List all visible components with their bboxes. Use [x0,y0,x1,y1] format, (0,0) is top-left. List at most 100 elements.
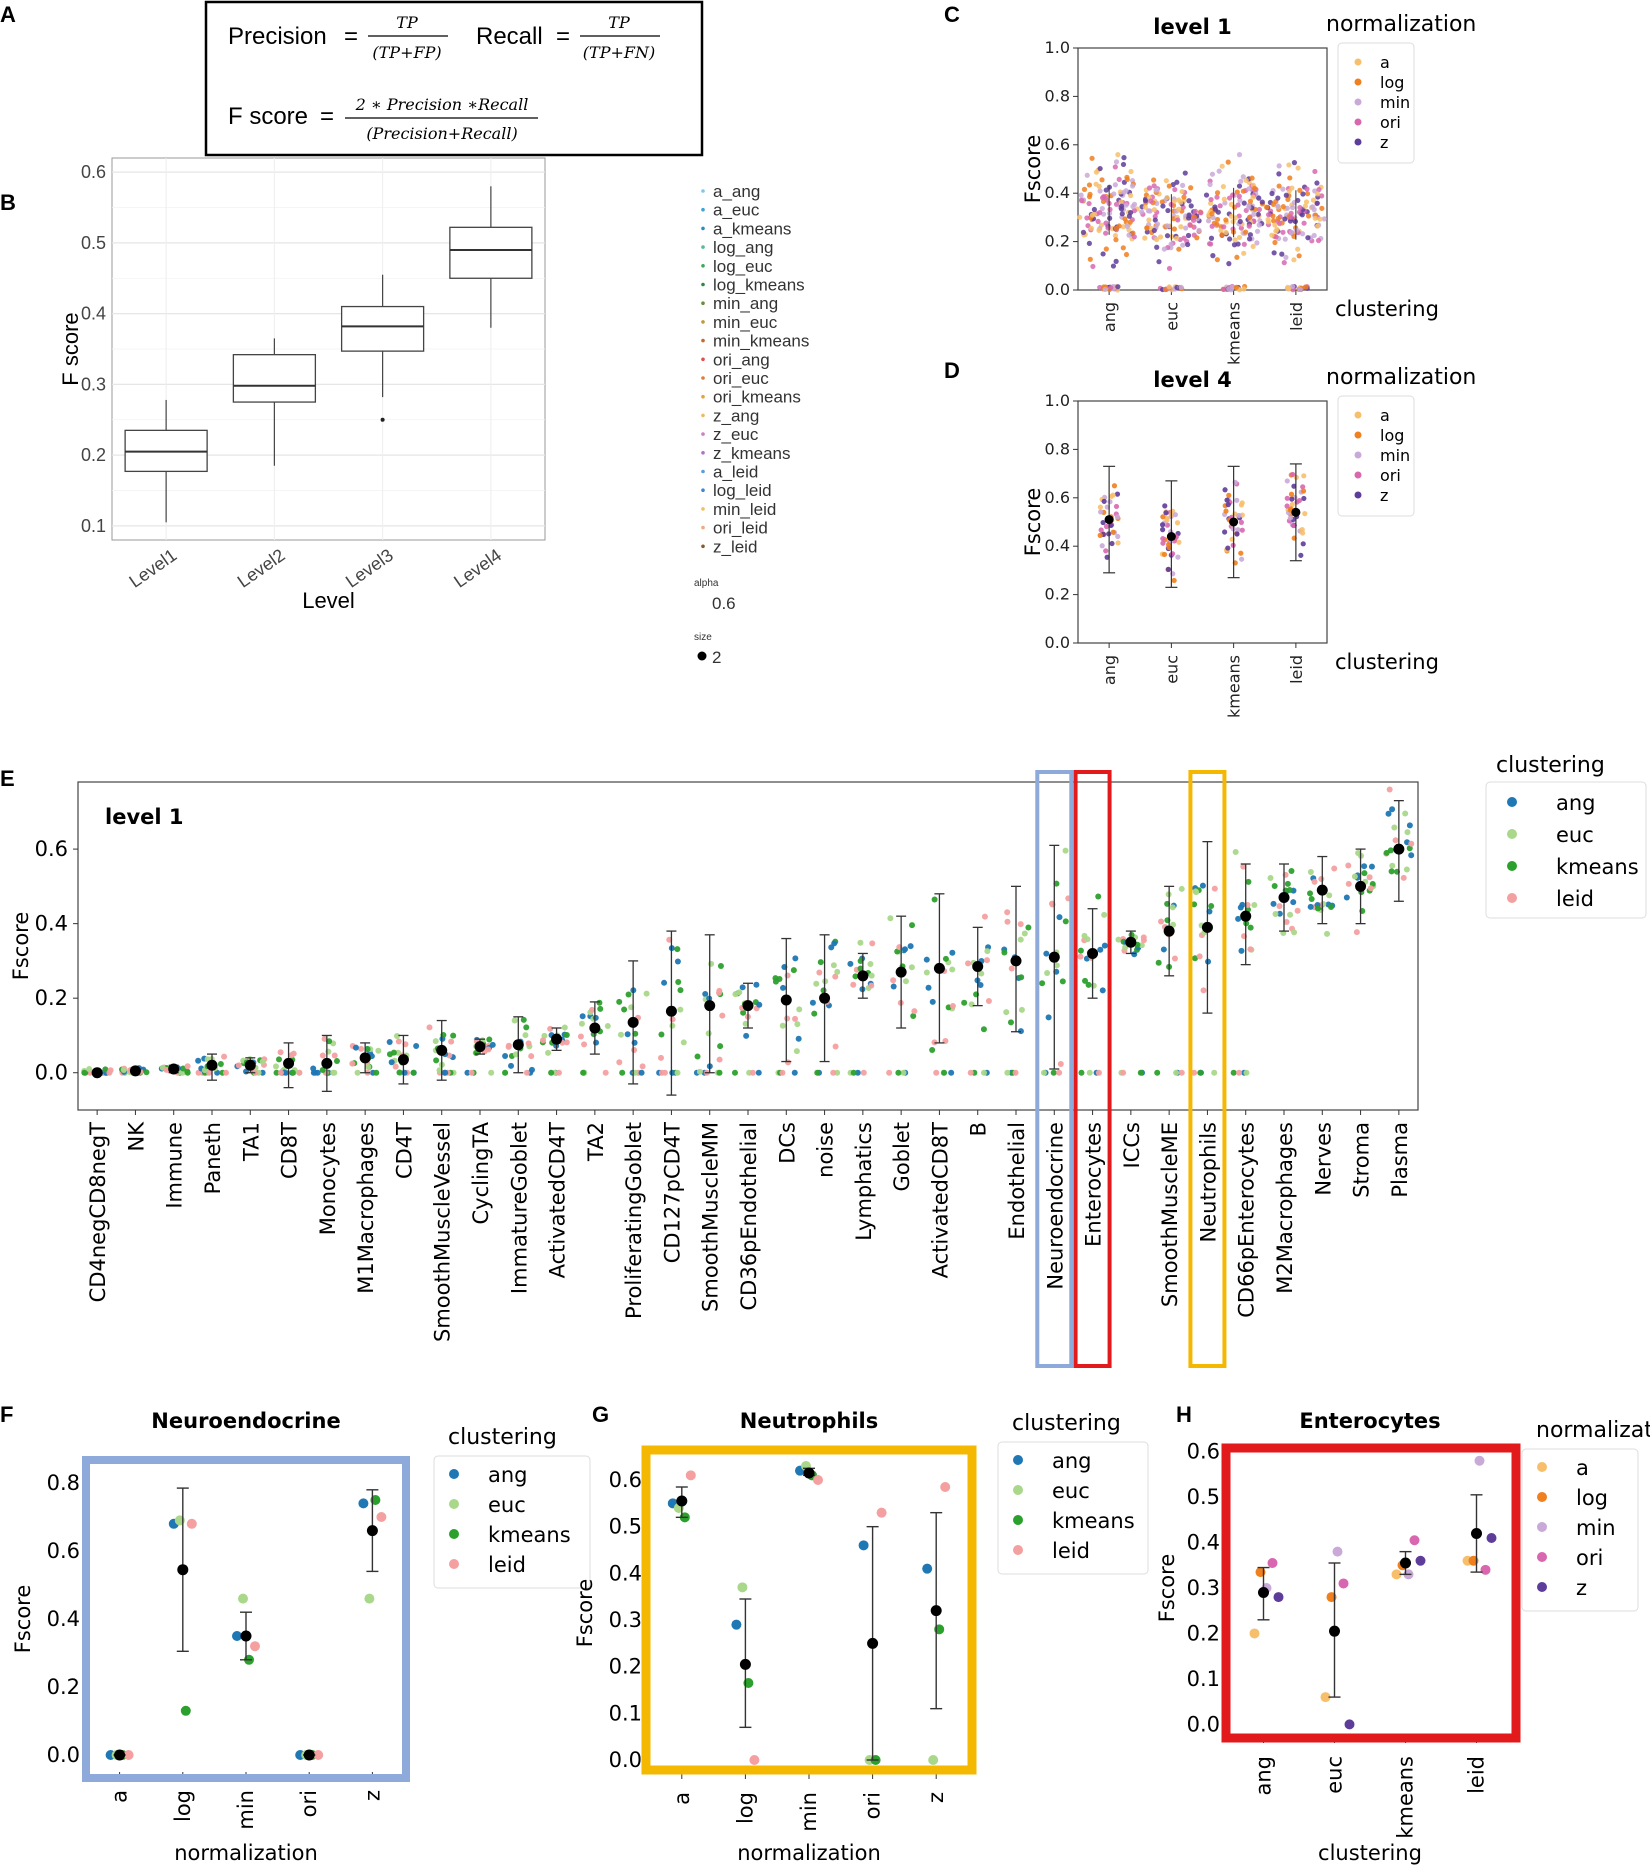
data-point [1305,235,1311,241]
data-point [1103,523,1110,530]
data-point [791,1069,798,1076]
x-tick-label: CD127pCD4T [660,1122,684,1263]
outlier [380,417,385,422]
mean-point [177,1564,189,1576]
data-point [1235,527,1241,533]
data-point [1012,1069,1019,1076]
y-tick-label: 0.2 [47,1675,80,1699]
legend-title: clustering [448,1425,557,1450]
legend-marker [701,301,705,306]
data-point [1232,215,1239,221]
data-point [106,1069,113,1076]
data-point [669,1022,676,1029]
data-point [1105,225,1111,231]
x-tick-label: ang [1252,1756,1276,1796]
data-point [1239,527,1245,533]
legend-label: z [1380,486,1388,505]
legend-label: z [1576,1576,1587,1600]
data-point [1288,214,1294,220]
data-point [1114,491,1121,497]
y-tick-label: 0.6 [1045,135,1070,154]
data-point [1190,217,1197,223]
x-tick-label: ang [1100,655,1119,685]
data-point [1001,949,1008,956]
data-point [1290,522,1296,529]
data-point [1112,182,1118,188]
data-point [1234,254,1240,260]
y-tick-label: 0.6 [35,837,68,861]
data-point [579,1013,586,1020]
data-point [1222,487,1228,493]
data-point [1148,198,1154,204]
legend-label: z_leid [713,537,757,556]
x-tick-label: kmeans [1394,1756,1418,1839]
data-point [831,940,838,947]
y-tick-label: 0.8 [1045,439,1070,458]
data-point [923,969,930,976]
x-tick-label: ori [297,1790,321,1817]
data-point [1238,947,1245,954]
data-point [631,1047,638,1054]
legend-label: euc [1052,1479,1090,1503]
data-point [1098,509,1104,515]
data-point [1230,1069,1237,1076]
data-point [1408,852,1415,859]
data-point [737,1582,748,1593]
data-point [1326,892,1333,899]
data-point [1294,907,1301,914]
legend-label: leid [1556,887,1594,911]
y-tick-label: 0.3 [609,1608,642,1632]
data-point [1212,206,1218,212]
legend-label: ori_euc [713,369,769,388]
data-point [1166,544,1172,551]
data-point [1290,899,1297,906]
data-point [980,1069,987,1076]
data-point [940,1482,951,1492]
data-point [661,1069,668,1076]
panel-g-strip: Neutrophils 0.0 0.1 0.2 0.3 0.4 0.5 0.6 Fscore no… [573,1409,1149,1865]
data-point [540,1037,547,1044]
data-point [985,997,992,1004]
legend-label: ori [1576,1546,1603,1570]
data-point [1059,978,1066,985]
data-point [1267,1558,1278,1568]
data-point [1304,186,1310,192]
data-point [980,1026,987,1033]
legend-marker [1507,861,1517,871]
data-point [1123,202,1129,208]
data-point [180,1705,191,1716]
data-point [694,1053,701,1060]
data-point [1275,203,1281,209]
data-point [1124,223,1130,229]
data-point [1409,1535,1420,1546]
data-point [1282,236,1288,242]
data-point [1144,229,1150,235]
data-point [1198,210,1204,216]
data-point [1236,183,1243,189]
data-point [1101,498,1107,504]
data-point [740,1009,747,1016]
data-point [1093,169,1099,175]
data-point [1084,172,1090,178]
data-point [1099,195,1106,201]
data-point [661,979,668,986]
data-point [86,1065,93,1072]
data-point [1241,250,1247,256]
data-point [1274,226,1280,232]
data-point [450,1032,457,1039]
data-point [1317,216,1323,222]
legend-label: min_euc [713,313,778,332]
data-point [1289,283,1296,290]
legend-marker [1354,411,1362,419]
data-point [1243,229,1249,235]
y-tick-label: 0.4 [609,1561,642,1585]
data-point [1318,876,1325,883]
legend-box [1521,1448,1639,1612]
data-point [1120,224,1126,230]
data-point [887,915,894,922]
data-point [1305,213,1312,219]
data-point [1089,212,1096,218]
data-point [259,1058,266,1065]
data-point [512,1051,519,1058]
data-point [685,1470,696,1481]
